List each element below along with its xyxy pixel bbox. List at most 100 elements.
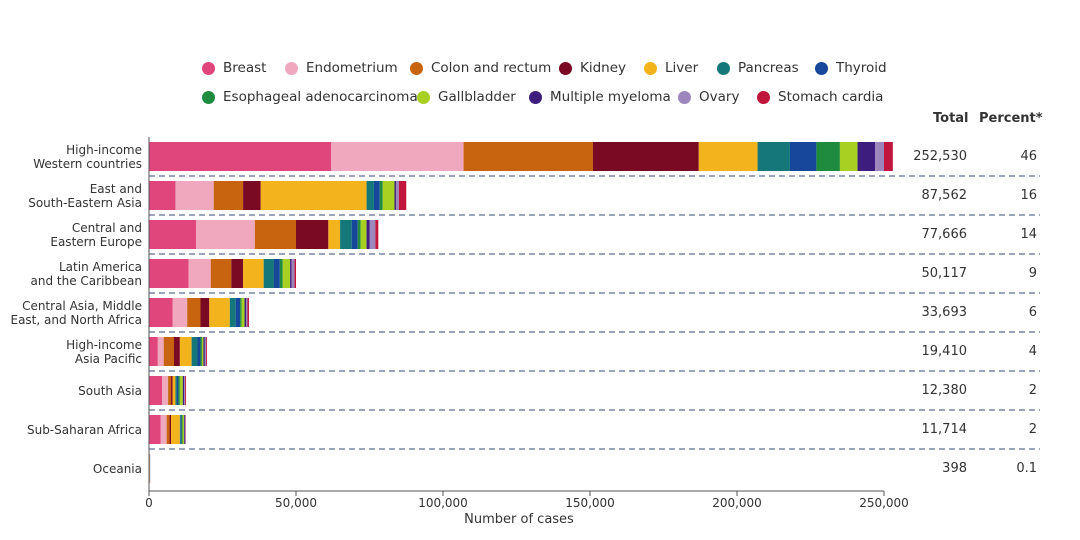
- bar-segment-esophageal-adenocarcinoma: [379, 181, 383, 210]
- legend-label: Kidney: [580, 60, 627, 76]
- total-value: 77,666: [921, 226, 968, 242]
- total-value: 11,714: [921, 421, 968, 437]
- legend-swatch: [417, 90, 430, 104]
- bar-segment-pancreas: [340, 220, 352, 249]
- category-label: High-income Asia Pacific: [0, 338, 142, 366]
- category-label-line: High-income: [66, 142, 142, 157]
- percent-value: 2: [1028, 382, 1037, 398]
- legend-item-gallbladder: Gallbladder: [417, 89, 516, 105]
- x-tick-label: 200,000: [712, 496, 762, 510]
- category-label-line: Western countries: [33, 156, 142, 171]
- legend-item-pancreas: Pancreas: [717, 60, 799, 76]
- bar-segment-breast: [149, 220, 197, 249]
- bar-segment-esophageal-adenocarcinoma: [200, 337, 202, 366]
- bar-segment-multiple-myeloma: [366, 220, 370, 249]
- category-label-line: South Asia: [78, 383, 142, 398]
- bar-segment-kidney: [592, 142, 699, 171]
- percent-value: 46: [1020, 148, 1037, 164]
- legend-swatch: [559, 61, 572, 75]
- bar-segment-pancreas: [263, 259, 274, 288]
- bar-segment-gallbladder: [382, 181, 395, 210]
- bar-segment-multiple-myeloma: [394, 181, 396, 210]
- bar-segment-colon-and-rectum: [213, 181, 244, 210]
- bar-segment-gallbladder: [182, 415, 184, 444]
- category-label-line: South-Eastern Asia: [28, 195, 142, 210]
- bar-segment-endometrium: [175, 181, 214, 210]
- bar-segment-liver: [171, 415, 180, 444]
- legend-label: Thyroid: [836, 60, 887, 76]
- axes: [148, 137, 885, 496]
- bar-segment-esophageal-adenocarcinoma: [357, 220, 361, 249]
- category-label-line: Eastern Europe: [50, 234, 142, 249]
- bar-segment-gallbladder: [201, 337, 204, 366]
- bar-segment-stomach-cardia: [884, 142, 893, 171]
- bar-segment-ovary: [369, 220, 376, 249]
- category-label: Latin America and the Caribbean: [0, 260, 142, 288]
- bar-segment-thyroid: [273, 259, 280, 288]
- bar-segment-endometrium: [172, 298, 188, 327]
- bar-segment-stomach-cardia: [185, 376, 187, 405]
- bars: [149, 142, 893, 483]
- total-value: 33,693: [921, 304, 968, 320]
- x-tick-label: 150,000: [565, 496, 615, 510]
- bar-segment-multiple-myeloma: [183, 415, 185, 444]
- bar-segment-breast: [149, 298, 173, 327]
- bar-segment-liver: [179, 337, 192, 366]
- legend-swatch: [678, 90, 691, 104]
- total-value: 19,410: [921, 343, 968, 359]
- bar-segment-pancreas: [366, 181, 374, 210]
- legend-item-liver: Liver: [644, 60, 698, 76]
- bar-segment-pancreas: [757, 142, 790, 171]
- bar-segment-ovary: [184, 376, 186, 405]
- row-separators: [149, 175, 1040, 450]
- bar-segment-colon-and-rectum: [254, 220, 296, 249]
- bar-segment-liver: [698, 142, 758, 171]
- bar-segment-breast: [149, 415, 161, 444]
- bar-segment-thyroid: [180, 415, 182, 444]
- bar-segment-pancreas: [191, 337, 198, 366]
- legend-label: Pancreas: [738, 60, 799, 76]
- bar-segment-kidney: [171, 376, 173, 405]
- bar-segment-colon-and-rectum: [210, 259, 232, 288]
- category-label: Central Asia, Middle East, and North Afri…: [0, 299, 142, 327]
- bar-segment-kidney: [296, 220, 329, 249]
- category-label: Oceania: [0, 462, 142, 476]
- bar-segment-pancreas: [175, 376, 177, 405]
- percent-value: 14: [1020, 226, 1037, 242]
- bar-segment-multiple-myeloma: [203, 337, 205, 366]
- bar-segment-kidney: [231, 259, 244, 288]
- x-tick-label: 250,000: [859, 496, 909, 510]
- bar-segment-liver: [172, 376, 176, 405]
- bar-segment-stomach-cardia: [206, 337, 207, 366]
- bar-segment-breast: [149, 376, 163, 405]
- bar-segment-thyroid: [197, 337, 201, 366]
- percent-value: 2: [1028, 421, 1037, 437]
- bar-segment-liver: [328, 220, 341, 249]
- category-label: East and South-Eastern Asia: [0, 182, 142, 210]
- bar-segment-ovary: [184, 415, 186, 444]
- legend-swatch: [529, 90, 542, 104]
- bar-segment-gallbladder: [839, 142, 858, 171]
- legend-swatch: [202, 61, 215, 75]
- bar-segment-thyroid: [789, 142, 817, 171]
- x-tick-label: 100,000: [418, 496, 468, 510]
- legend-swatch: [202, 90, 215, 104]
- legend-label: Breast: [223, 60, 267, 76]
- bar-segment-multiple-myeloma: [244, 298, 247, 327]
- percent-value: 4: [1028, 343, 1037, 359]
- category-label-line: Central and: [71, 220, 142, 235]
- bar-segment-colon-and-rectum: [187, 298, 201, 327]
- total-value: 50,117: [921, 265, 968, 281]
- legend-swatch: [815, 61, 828, 75]
- percent-value: 6: [1028, 304, 1037, 320]
- total-value: 87,562: [921, 187, 968, 203]
- legend-swatch: [644, 61, 657, 75]
- legend-label: Gallbladder: [438, 89, 516, 105]
- bar-segment-pancreas: [179, 415, 181, 444]
- legend-label: Esophageal adenocarcinoma: [223, 89, 418, 105]
- bar-segment-ovary: [291, 259, 295, 288]
- total-value: 252,530: [913, 148, 967, 164]
- bar-segment-breast: [149, 142, 332, 171]
- percent-value: 16: [1020, 187, 1037, 203]
- legend-item-endometrium: Endometrium: [285, 60, 398, 76]
